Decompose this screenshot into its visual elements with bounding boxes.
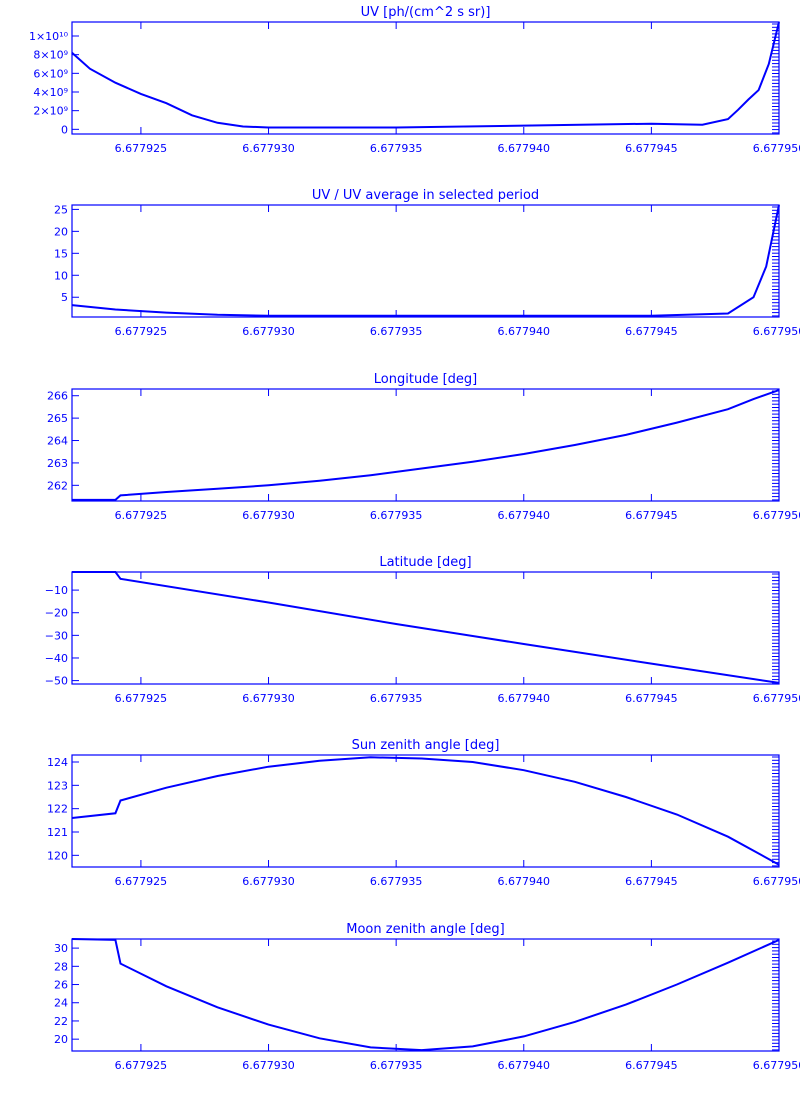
x-tick-label: 6.677945 [625,142,678,155]
x-tick-label: 6.677925 [115,509,168,522]
y-tick-label: −40 [45,652,68,665]
y-tick-label: 8×10⁹ [33,49,68,62]
y-tick-label: 28 [54,960,68,973]
x-tick-label: 6.677940 [498,509,551,522]
x-tick-label: 6.677950 [753,142,800,155]
x-tick-label: 6.677950 [753,1059,800,1072]
x-tick-label: 6.677935 [370,1059,423,1072]
x-tick-label: 6.677930 [242,325,295,338]
panel-title: Latitude [deg] [379,555,471,570]
y-tick-label: 124 [47,756,68,769]
data-line [71,756,780,866]
panel-title: Longitude [deg] [374,372,477,387]
x-tick-label: 6.677925 [115,875,168,888]
x-tick-label: 6.677935 [370,142,423,155]
x-tick-label: 6.677945 [625,692,678,705]
x-tick-label: 6.677935 [370,875,423,888]
y-tick-label: 15 [54,247,68,260]
y-tick-label: 24 [54,997,68,1010]
plot-frame [71,204,780,318]
x-tick-label: 6.677945 [625,875,678,888]
y-tick-label: 2×10⁹ [33,105,68,118]
panel-title: Moon zenith angle [deg] [346,922,504,937]
plot-frame [71,21,780,135]
x-tick-label: 6.677930 [242,509,295,522]
panel-1: UV [ph/(cm^2 s sr)] 0 2×10⁹ 4×10⁹ 6×10⁹ 8×10⁹… [29,5,800,155]
x-tick-label: 6.677930 [242,142,295,155]
data-line [72,571,780,684]
x-tick-label: 6.677925 [115,142,168,155]
y-tick-label: 0 [61,123,68,136]
x-tick-label: 6.677945 [625,509,678,522]
x-tick-label: 6.677950 [753,692,800,705]
y-tick-label: 6×10⁹ [33,67,68,80]
y-tick-label: 5 [61,291,68,304]
y-tick-label: 25 [54,203,68,216]
y-tick-label: −10 [45,584,68,597]
y-tick-label: 22 [54,1015,68,1028]
panel-4: Latitude [deg] −10 −20 −30 −40 −50 6.677925 6.6… [45,555,800,705]
y-tick-label: 30 [54,942,68,955]
y-tick-label: −50 [45,675,68,688]
panel-title: Sun zenith angle [deg] [352,738,500,753]
plot-frame [71,388,780,502]
y-tick-label: 265 [47,412,68,425]
plot-frame [71,571,780,685]
data-line [71,21,780,129]
x-tick-label: 6.677950 [753,875,800,888]
x-tick-label: 6.677935 [370,509,423,522]
y-tick-label: 20 [54,225,68,238]
x-tick-label: 6.677935 [370,692,423,705]
y-tick-label: 122 [47,803,68,816]
y-tick-label: 120 [47,849,68,862]
data-line [72,389,780,501]
panel-title: UV [ph/(cm^2 s sr)] [361,5,491,20]
y-tick-label: 263 [47,457,68,470]
data-line [71,204,780,317]
x-tick-label: 6.677940 [498,142,551,155]
y-tick-label: −30 [45,629,68,642]
y-tick-label: −20 [45,607,68,620]
data-line [71,938,780,1052]
x-tick-label: 6.677925 [115,692,168,705]
x-tick-label: 6.677925 [115,1059,168,1072]
plot-frame [71,938,780,1052]
y-tick-label: 1×10¹⁰ [29,30,69,43]
x-tick-label: 6.677940 [498,875,551,888]
y-tick-label: 262 [47,479,68,492]
panel-6: Moon zenith angle [deg] 20 22 24 26 28 30 6.677… [54,922,800,1072]
panel-5: Sun zenith angle [deg] 120 121 122 123 124 6.6… [47,738,800,888]
y-tick-label: 4×10⁹ [33,86,68,99]
x-tick-label: 6.677945 [625,325,678,338]
x-tick-label: 6.677940 [498,692,551,705]
y-tick-label: 10 [54,269,68,282]
x-tick-label: 6.677945 [625,1059,678,1072]
x-tick-label: 6.677925 [115,325,168,338]
x-tick-label: 6.677940 [498,1059,551,1072]
panel-2: UV / UV average in selected period 5 10 15 2… [54,188,800,338]
x-tick-label: 6.677935 [370,325,423,338]
y-tick-label: 123 [47,779,68,792]
x-tick-label: 6.677930 [242,692,295,705]
y-tick-label: 121 [47,826,68,839]
x-tick-label: 6.677930 [242,875,295,888]
x-tick-label: 6.677950 [753,509,800,522]
y-tick-label: 26 [54,979,68,992]
panel-title: UV / UV average in selected period [312,188,539,203]
x-tick-label: 6.677950 [753,325,800,338]
plot-frame [71,754,780,868]
y-tick-label: 264 [47,435,68,448]
x-tick-label: 6.677940 [498,325,551,338]
panel-3: Longitude [deg] 262 263 264 265 266 6.677925 6.… [47,372,800,522]
x-tick-label: 6.677930 [242,1059,295,1072]
y-tick-label: 20 [54,1033,68,1046]
y-tick-label: 266 [47,390,68,403]
